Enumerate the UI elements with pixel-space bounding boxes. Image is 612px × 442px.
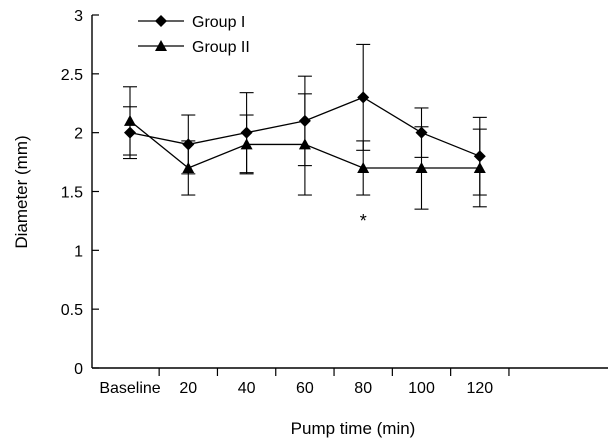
legend-label: Group II [192, 39, 250, 56]
x-tick-label: Baseline [99, 380, 160, 397]
y-tick-label: 1 [74, 243, 83, 260]
triangle-marker [124, 114, 136, 126]
x-tick-label: 60 [296, 380, 314, 397]
legend: Group I Group II [138, 14, 250, 56]
legend-triangle-marker [155, 40, 167, 51]
x-tick-label: 20 [179, 380, 197, 397]
y-ticks: 0 0.5 1 1.5 2 2.5 3 [61, 8, 99, 378]
triangle-marker [182, 161, 195, 173]
series-2 [123, 86, 487, 210]
legend-diamond-marker [155, 15, 167, 27]
triangle-marker [298, 138, 311, 150]
triangle-marker [473, 161, 486, 173]
x-tick-label: 80 [354, 380, 372, 397]
y-axis-title: Diameter (mm) [12, 135, 31, 248]
y-tick-label: 3 [74, 8, 83, 25]
y-tick-label: 2.5 [61, 67, 83, 84]
triangle-marker [357, 161, 370, 173]
x-axis-title: Pump time (min) [291, 419, 416, 438]
series-layer [123, 43, 487, 210]
legend-item-2: Group II [138, 39, 250, 56]
x-ticks: Baseline 20 40 60 80 100 120 [99, 368, 510, 397]
y-tick-label: 1.5 [61, 185, 83, 202]
significance-asterisk: * [360, 211, 367, 231]
x-tick-label: 120 [466, 380, 493, 397]
triangle-marker [415, 161, 428, 173]
diamond-marker [357, 91, 370, 104]
y-tick-label: 2 [74, 126, 83, 143]
y-tick-label: 0.5 [61, 302, 83, 319]
axes [91, 15, 608, 369]
x-tick-label: 100 [408, 380, 435, 397]
y-tick-label: 0 [74, 361, 83, 378]
x-tick-label: 40 [238, 380, 256, 397]
legend-label: Group I [192, 14, 245, 31]
legend-item-1: Group I [138, 14, 245, 31]
annotation-layer: * [360, 211, 367, 231]
triangle-marker [240, 138, 253, 150]
